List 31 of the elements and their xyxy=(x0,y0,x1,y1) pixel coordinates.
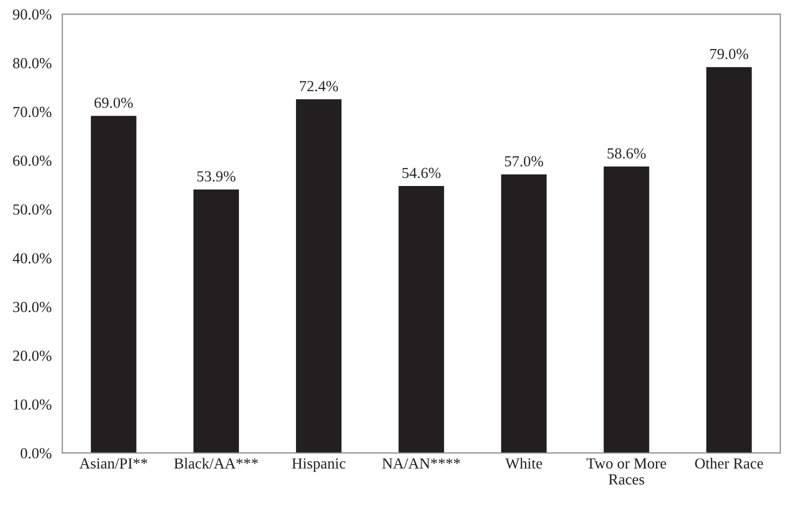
data-label: 72.4% xyxy=(300,80,338,92)
y-tick-label: 80.0% xyxy=(13,58,52,68)
x-tick-label: Hispanic xyxy=(292,458,346,472)
data-label: 69.0% xyxy=(94,98,133,108)
data-label: 54.6% xyxy=(402,168,441,178)
data-label: 53.9% xyxy=(197,171,236,182)
x-tick-label: White xyxy=(505,458,542,469)
y-tick-label: 40.0% xyxy=(12,253,52,264)
x-tick-label: Two or More Races xyxy=(586,458,666,485)
y-tick-label: 20.0% xyxy=(13,350,52,361)
y-tick-label: 90.0% xyxy=(12,9,52,20)
data-label: 57.0% xyxy=(505,156,544,166)
bar xyxy=(90,116,136,453)
bar xyxy=(604,166,650,453)
y-tick-label: 30.0% xyxy=(13,302,52,312)
data-label: 58.6% xyxy=(608,148,646,159)
bar xyxy=(501,174,547,453)
bar xyxy=(193,189,239,453)
y-tick-label: 60.0% xyxy=(13,156,52,166)
bar xyxy=(706,67,752,453)
x-tick-label: NA/AN**** xyxy=(382,458,460,469)
x-tick-label: Asian/PI** xyxy=(79,458,148,469)
y-tick-label: 0.0% xyxy=(20,448,52,459)
bar xyxy=(296,99,342,453)
y-tick-label: 70.0% xyxy=(13,106,52,118)
y-tick-label: 50.0% xyxy=(13,204,52,215)
bar xyxy=(398,186,444,453)
y-tick-label: 10.0% xyxy=(14,399,52,410)
x-tick-label: Black/AA*** xyxy=(174,458,258,469)
data-label: 79.0% xyxy=(710,48,748,60)
x-tick-label: Other Race xyxy=(695,458,764,469)
